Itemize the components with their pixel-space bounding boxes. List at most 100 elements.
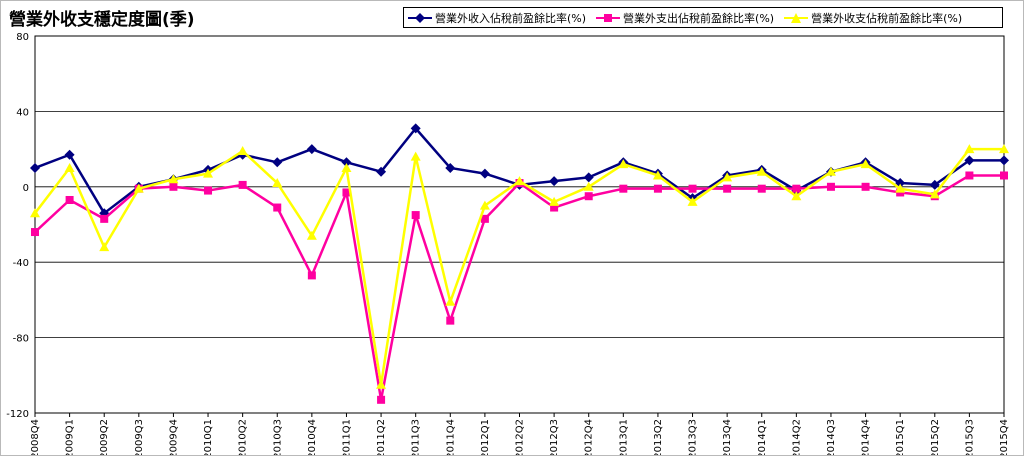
y-tick-label: 80 (16, 32, 29, 43)
data-point-triangle (514, 176, 525, 186)
x-tick-label: 2010Q4 (307, 419, 318, 455)
x-tick-label: 2012Q3 (549, 419, 560, 455)
data-point-square (411, 211, 420, 220)
legend-label-income: 營業外收入佔稅前盈餘比率(%) (435, 11, 587, 25)
x-tick-label: 2015Q2 (930, 419, 941, 455)
data-point-triangle (99, 242, 110, 252)
data-point-triangle (687, 196, 698, 206)
x-tick-label: 2014Q2 (791, 419, 802, 455)
data-point-diamond (30, 162, 40, 173)
data-point-triangle (618, 159, 629, 169)
data-point-triangle (999, 144, 1009, 154)
x-tick-label: 2009Q1 (65, 419, 76, 455)
x-tick-label: 2009Q2 (99, 419, 110, 455)
data-point-diamond (341, 157, 352, 168)
x-tick-label: 2011Q1 (341, 419, 352, 455)
data-point-triangle (410, 151, 421, 161)
chart-legend: 營業外收入佔稅前盈餘比率(%) 營業外支出佔稅前盈餘比率(%) 營業外收支佔稅前… (403, 7, 1003, 28)
data-point-square (31, 228, 39, 237)
data-point-triangle (722, 172, 733, 182)
x-tick-label: 2013Q3 (688, 419, 699, 455)
data-point-square (204, 186, 213, 195)
chart-title: 營業外收支穩定度圖(季) (9, 10, 195, 30)
data-point-diamond (583, 172, 594, 183)
x-tick-label: 2011Q2 (376, 419, 387, 455)
data-point-triangle (791, 191, 802, 201)
data-point-diamond (964, 155, 975, 166)
data-point-triangle (860, 159, 871, 169)
data-point-square (273, 203, 282, 212)
data-point-triangle (168, 174, 179, 184)
x-tick-label: 2012Q2 (515, 419, 526, 455)
x-tick-label: 2010Q3 (272, 419, 283, 455)
x-tick-label: 2012Q1 (480, 419, 491, 455)
x-tick-label: 2015Q3 (964, 419, 975, 455)
legend-label-expense: 營業外支出佔稅前盈餘比率(%) (623, 11, 775, 25)
data-point-triangle (376, 379, 387, 389)
data-point-square (169, 182, 178, 191)
data-point-diamond (306, 144, 317, 155)
data-point-triangle (964, 144, 975, 154)
data-point-square (100, 214, 109, 223)
x-tick-label: 2015Q1 (895, 419, 906, 455)
legend-marker-square-icon (596, 13, 621, 22)
data-point-diamond (445, 162, 456, 173)
data-point-triangle (133, 183, 144, 193)
legend-item-income: 營業外收入佔稅前盈餘比率(%) (408, 10, 586, 26)
data-point-square (619, 184, 628, 193)
data-point-square (377, 395, 386, 404)
data-point-diamond (479, 168, 490, 179)
plot-area (34, 35, 1005, 414)
data-point-square (480, 214, 489, 223)
data-point-triangle (445, 296, 456, 306)
data-point-triangle (825, 166, 836, 176)
data-point-square (307, 271, 316, 280)
y-tick-label: -80 (13, 334, 29, 345)
x-tick-label: 2014Q1 (757, 419, 768, 455)
x-tick-label: 2013Q1 (618, 419, 629, 455)
data-point-square (688, 184, 697, 193)
data-point-diamond (929, 179, 940, 190)
x-tick-label: 2013Q2 (653, 419, 664, 455)
data-point-triangle (30, 208, 40, 218)
data-point-triangle (583, 181, 594, 191)
data-point-triangle (203, 168, 214, 178)
x-tick-label: 2008Q4 (30, 419, 41, 455)
legend-item-expense: 營業外支出佔稅前盈餘比率(%) (596, 10, 774, 26)
data-point-square (965, 171, 974, 180)
y-tick-label: 40 (16, 107, 29, 118)
data-point-triangle (929, 189, 940, 199)
data-point-square (861, 182, 870, 191)
data-point-diamond (272, 157, 283, 168)
x-tick-label: 2009Q4 (168, 419, 179, 455)
y-tick-label: -40 (13, 258, 29, 269)
data-point-diamond (410, 123, 421, 134)
data-point-square (1000, 171, 1008, 180)
data-point-diamond (376, 166, 387, 177)
legend-item-net: 營業外收支佔稅前盈餘比率(%) (784, 10, 962, 26)
series-line-1 (34, 174, 1004, 402)
data-point-square (653, 184, 662, 193)
x-tick-label: 2015Q4 (999, 419, 1010, 455)
data-point-square (65, 195, 74, 204)
x-tick-label: 2014Q4 (861, 419, 872, 455)
data-point-square (584, 192, 593, 201)
data-point-diamond (549, 176, 560, 187)
data-point-triangle (652, 170, 663, 180)
x-tick-label: 2010Q2 (238, 419, 249, 455)
x-tick-label: 2011Q4 (445, 419, 456, 455)
data-point-square (723, 184, 732, 193)
legend-label-net: 營業外收支佔稅前盈餘比率(%) (811, 11, 963, 25)
x-tick-label: 2013Q4 (722, 419, 733, 455)
x-tick-label: 2012Q4 (584, 419, 595, 455)
legend-marker-diamond-icon (408, 12, 432, 23)
data-point-square (342, 188, 351, 197)
data-point-square (792, 184, 801, 193)
data-point-square (757, 184, 766, 193)
data-point-triangle (306, 230, 317, 240)
data-point-triangle (341, 162, 352, 172)
data-point-square (446, 316, 455, 325)
series-line-0 (34, 127, 1004, 215)
